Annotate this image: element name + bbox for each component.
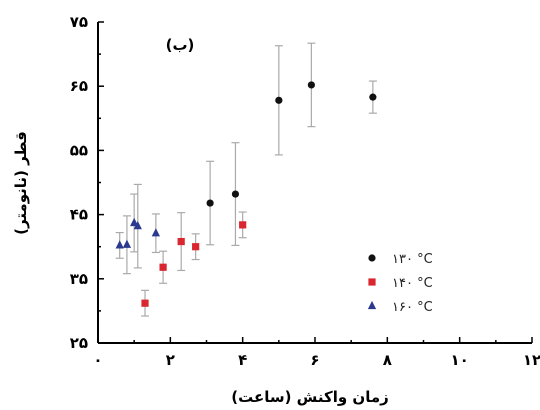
x-tick-label: ۲ [166, 351, 175, 369]
data-point [115, 240, 124, 249]
legend-marker [368, 254, 376, 262]
y-tick-label: ۲۵ [70, 334, 88, 352]
data-point [239, 221, 247, 229]
legend-label: ۱۳۰ °C [392, 252, 433, 267]
y-tick-label: ۳۵ [70, 270, 88, 288]
data-point [141, 299, 149, 307]
data-point [231, 190, 240, 198]
legend-marker [367, 300, 377, 310]
panel-label: (ب) [166, 36, 195, 54]
legend: ۱۳۰ °C ۱۴۰ °C ۱۶۰ °C [367, 252, 433, 315]
y-axis-title: قطر (نانومتر) [12, 131, 30, 235]
x-tick-label: ۱۲ [523, 351, 540, 369]
x-tick-label: ۸ [383, 351, 392, 369]
legend-marker [368, 278, 376, 286]
data-point [192, 243, 200, 251]
legend-label: ۱۴۰ °C [392, 276, 433, 291]
data-point [130, 217, 139, 227]
data-point [133, 221, 142, 230]
y-tick-label: ۷۵ [70, 13, 88, 31]
data-point [307, 81, 315, 89]
x-tick-label: ۰ [93, 351, 102, 369]
x-axis-title: زمان واکنش (ساعت) [231, 388, 389, 406]
data-point [275, 96, 283, 104]
y-tick-label: ۵۵ [70, 141, 88, 159]
data-point [206, 199, 214, 207]
legend-label: ۱۶۰ °C [392, 300, 433, 315]
data-point [122, 239, 132, 248]
y-tick-label: ۶۵ [70, 77, 88, 95]
x-tick-label: ۶ [310, 351, 319, 369]
x-tick-label: ۱۰ [451, 351, 469, 369]
y-tick-label: ۴۵ [70, 206, 88, 224]
data-point [177, 237, 185, 246]
data-point [369, 93, 377, 101]
data-point [159, 263, 167, 271]
x-tick-label: ۴ [238, 351, 247, 369]
data-point [151, 228, 161, 237]
